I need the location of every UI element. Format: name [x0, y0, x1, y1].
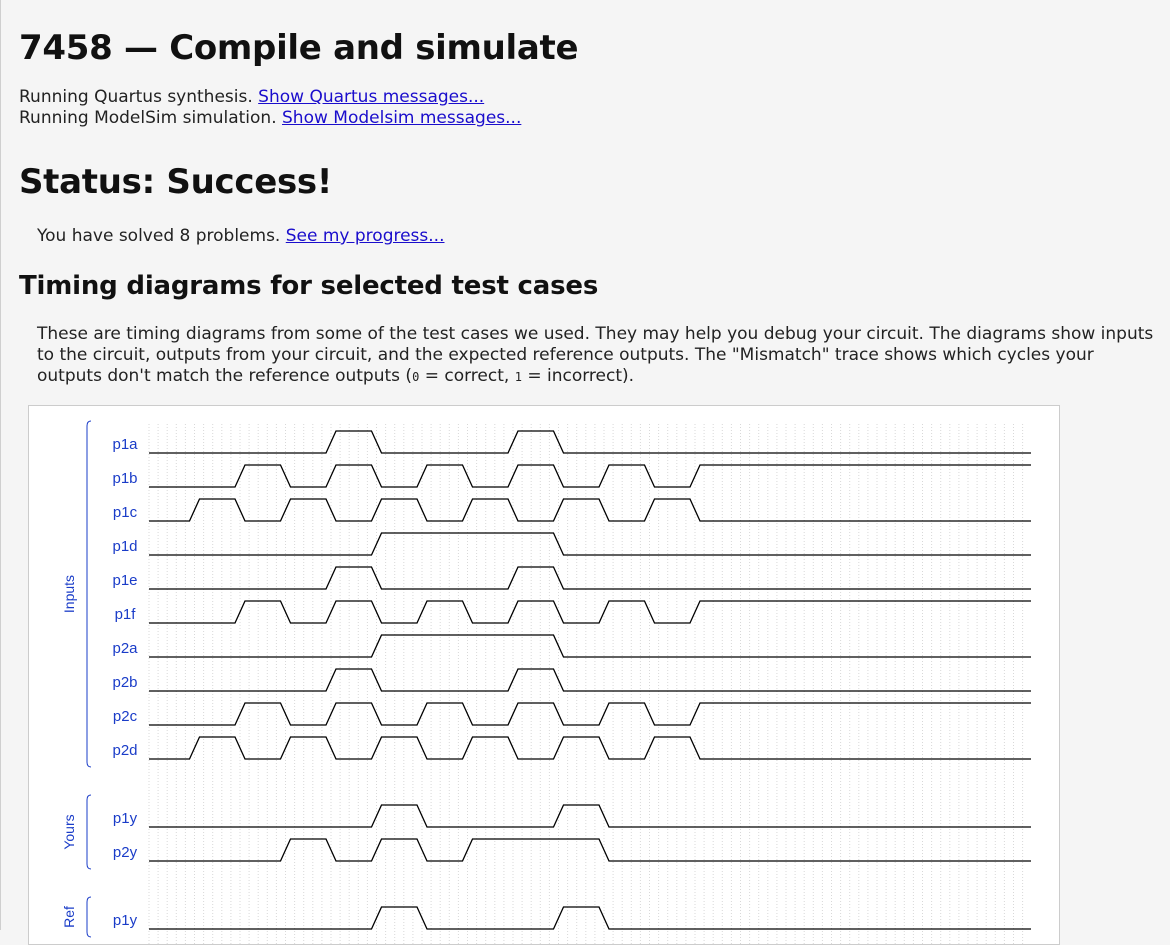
desc-text-2: = incorrect).	[521, 366, 635, 386]
quartus-line: Running Quartus synthesis. Show Quartus …	[19, 87, 521, 108]
waveform-p1y	[149, 804, 1031, 828]
timing-diagram: p1a p1b p1c p1d p1e p1f p2a p2b p2c p2d Inputs p1y p…	[28, 405, 1060, 945]
waveform-p2c	[149, 702, 1031, 726]
solved-text: You have solved 8 problems.	[37, 226, 281, 246]
desc-text-mid: = correct,	[419, 366, 515, 386]
waveform-p2a	[149, 634, 1031, 658]
signal-label-p2c: p2c	[113, 708, 138, 725]
signal-label-p2a: p2a	[112, 640, 138, 657]
waveform-p1d	[149, 532, 1031, 556]
page-title: 7458 — Compile and simulate	[19, 28, 579, 68]
signal-label-p1e: p1e	[112, 572, 137, 589]
waveform-p2y	[149, 838, 1031, 862]
waveform-p2b	[149, 668, 1031, 692]
group-bracket-ref	[86, 896, 92, 938]
waveform-p1a	[149, 430, 1031, 454]
status-heading: Status: Success!	[19, 162, 333, 202]
waveform-p1c	[149, 498, 1031, 522]
group-bracket-inputs	[86, 420, 92, 768]
show-modelsim-messages-link[interactable]: Show Modelsim messages...	[282, 108, 522, 128]
solved-line: You have solved 8 problems. See my progr…	[37, 226, 445, 246]
signal-label-p1y: p1y	[113, 810, 138, 827]
signal-label-p1f: p1f	[115, 606, 137, 623]
signal-label-p1b: p1b	[112, 470, 137, 487]
group-bracket-yours	[86, 794, 92, 870]
signal-label-p1c: p1c	[113, 504, 138, 521]
timing-diagram-svg: p1a p1b p1c p1d p1e p1f p2a p2b p2c p2d Inputs p1y p…	[61, 420, 1031, 944]
modelsim-line: Running ModelSim simulation. Show Models…	[19, 108, 521, 129]
desc-code-0: 0	[412, 370, 420, 384]
signal-label-p1y: p1y	[113, 912, 138, 929]
see-progress-link[interactable]: See my progress...	[285, 226, 445, 246]
group-label-inputs: Inputs	[61, 575, 77, 613]
quartus-text: Running Quartus synthesis.	[19, 87, 253, 107]
waveform-p1f	[149, 600, 1031, 624]
waveform-p2d	[149, 736, 1031, 760]
signal-label-p2b: p2b	[112, 674, 137, 691]
modelsim-text: Running ModelSim simulation.	[19, 108, 277, 128]
waveform-p1e	[149, 566, 1031, 590]
desc-code-1: 1	[514, 370, 522, 384]
waveform-p1y	[149, 906, 1031, 930]
run-log: Running Quartus synthesis. Show Quartus …	[19, 87, 521, 129]
desc-text-1: These are timing diagrams from some of t…	[37, 324, 1154, 386]
signal-label-p1d: p1d	[112, 538, 137, 555]
timing-description: These are timing diagrams from some of t…	[37, 324, 1162, 388]
show-quartus-messages-link[interactable]: Show Quartus messages...	[258, 87, 485, 107]
signal-label-p1a: p1a	[112, 436, 138, 453]
signal-label-p2d: p2d	[112, 742, 137, 759]
signal-label-p2y: p2y	[113, 844, 138, 861]
waveform-p1b	[149, 464, 1031, 488]
group-label-ref: Ref	[61, 906, 77, 928]
timing-heading: Timing diagrams for selected test cases	[19, 271, 599, 301]
page-left-border	[0, 0, 1, 930]
group-label-yours: Yours	[61, 814, 77, 849]
